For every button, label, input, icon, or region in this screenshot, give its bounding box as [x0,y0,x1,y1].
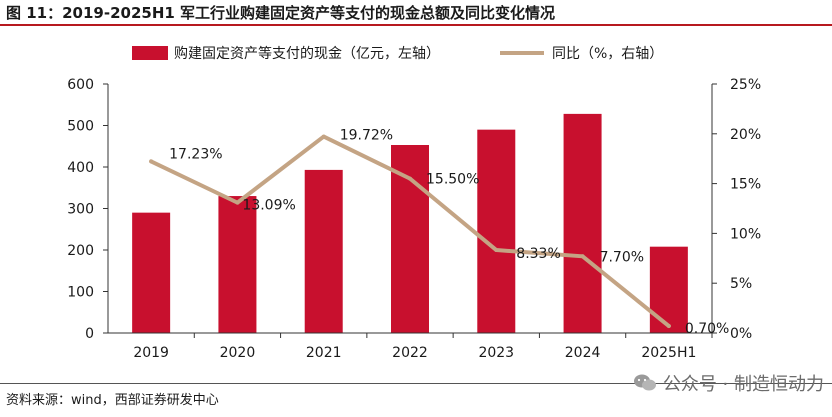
y-right-tick-label: 25% [730,77,761,93]
y-left-tick-label: 500 [67,119,94,135]
wechat-icon [633,374,656,391]
yoy-point-2023 [494,248,499,253]
x-tick-label-2025H1: 2025H1 [641,345,696,361]
bar-2024 [563,113,602,333]
yoy-label-2020: 13.09% [242,198,295,214]
bar-2020 [218,196,257,333]
footer-divider [0,383,832,384]
yoy-point-2022 [408,176,412,181]
legend-line-label: 同比（%，右轴） [552,46,664,62]
x-tick-label-2022: 2022 [392,345,428,361]
figure-title: 图 11：2019-2025H1 军工行业购建固定资产等支付的现金总额及同比变化… [6,4,556,22]
legend-bar-swatch [132,46,168,60]
yoy-label-2024: 7.70% [600,249,644,265]
x-tick-label-2024: 2024 [565,345,601,361]
yoy-label-2022: 15.50% [426,172,479,188]
y-left-tick-label: 400 [67,160,94,176]
bar-2022 [391,145,429,333]
y-right-tick-label: 0% [730,326,752,342]
chart-area: 0 100 200 300 400 500 600 0% 5% 10% 15% 20% 25% 2019 2… [67,77,761,361]
y-left-tick-label: 0 [85,326,94,342]
yoy-label-2019: 17.23% [169,146,222,162]
y-right-tick-label: 15% [730,177,761,193]
y-left-tick-label: 600 [67,77,94,93]
y-right-tick-label: 5% [730,276,752,292]
yoy-point-2021 [321,134,326,139]
y-left-tick-label: 100 [67,285,94,301]
watermark: 公众号 · 制造恒动力 [633,370,824,396]
y-right-tick-label: 20% [730,127,761,143]
y-right-tick-label: 10% [730,226,761,242]
x-tick-label-2021: 2021 [306,345,342,361]
y-left-tick-label: 200 [67,243,94,259]
source-note: 资料来源：wind，西部证券研发中心 [6,393,219,408]
legend-line-swatch [500,51,544,55]
x-tick-label-2023: 2023 [478,345,514,361]
yoy-point-2025H1 [666,324,671,329]
bar-2023 [477,129,516,333]
bar-2025H1 [649,246,688,333]
bar-2021 [304,169,343,333]
legend-bar-label: 购建固定资产等支付的现金（亿元，左轴） [174,46,440,62]
title-divider [0,24,832,26]
bar-2019 [132,212,171,333]
yoy-point-2019 [149,159,154,164]
yoy-label-2023: 8.33% [516,246,560,262]
yoy-label-2021: 19.72% [340,128,393,144]
yoy-point-2024 [580,254,585,259]
yoy-label-2025H1: 0.70% [685,321,729,337]
x-tick-label-2019: 2019 [133,345,169,361]
x-tick-label-2020: 2020 [220,345,256,361]
legend: 购建固定资产等支付的现金（亿元，左轴） 同比（%，右轴） [132,42,663,64]
yoy-point-2020 [235,200,240,205]
watermark-text: 公众号 · 制造恒动力 [662,374,824,395]
y-left-tick-label: 300 [67,202,94,218]
